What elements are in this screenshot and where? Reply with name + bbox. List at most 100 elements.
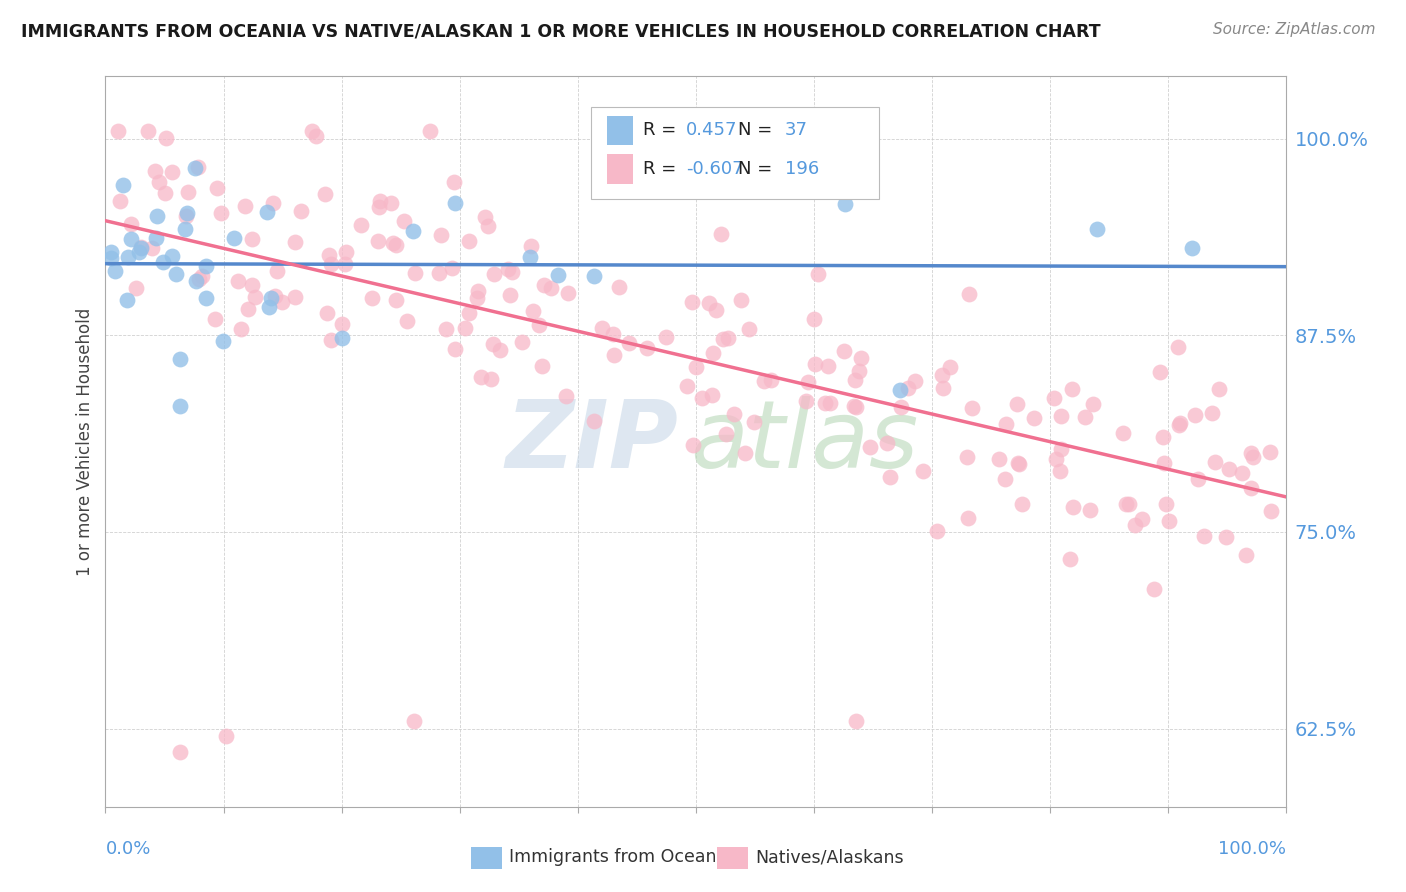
Point bbox=[240, 232, 263, 246]
Point bbox=[814, 395, 837, 409]
Y-axis label: 1 or more Vehicles in Household: 1 or more Vehicles in Household bbox=[76, 308, 94, 575]
Point bbox=[904, 374, 927, 388]
Point bbox=[129, 240, 152, 254]
Point bbox=[1260, 504, 1282, 518]
Point bbox=[457, 235, 479, 249]
Point bbox=[957, 511, 980, 525]
Text: Source: ZipAtlas.com: Source: ZipAtlas.com bbox=[1212, 22, 1375, 37]
Point bbox=[333, 257, 356, 271]
Point bbox=[233, 199, 256, 213]
Point bbox=[519, 239, 541, 253]
Point bbox=[682, 438, 704, 452]
Point bbox=[932, 381, 955, 395]
Point bbox=[402, 224, 425, 238]
Point bbox=[284, 235, 307, 250]
Point bbox=[129, 241, 152, 255]
Point bbox=[912, 464, 935, 478]
Point bbox=[931, 368, 953, 382]
Point bbox=[832, 343, 855, 358]
Point bbox=[335, 245, 357, 260]
Text: 0.0%: 0.0% bbox=[105, 840, 150, 858]
Point bbox=[141, 241, 163, 255]
Point bbox=[1112, 425, 1135, 440]
Point bbox=[361, 291, 384, 305]
Point bbox=[319, 333, 342, 347]
Point bbox=[465, 291, 488, 305]
Point bbox=[1167, 418, 1189, 433]
Text: N =: N = bbox=[738, 160, 772, 178]
Text: 37: 37 bbox=[785, 121, 807, 139]
Point bbox=[489, 343, 512, 358]
Text: Immigrants from Oceania: Immigrants from Oceania bbox=[509, 848, 733, 866]
Point bbox=[690, 391, 713, 405]
Point bbox=[160, 249, 183, 263]
Text: 100.0%: 100.0% bbox=[1219, 840, 1286, 858]
Point bbox=[1143, 582, 1166, 596]
Point bbox=[1087, 221, 1109, 235]
Point bbox=[1168, 416, 1191, 430]
Point bbox=[794, 393, 817, 408]
Point bbox=[602, 326, 624, 341]
Point bbox=[1241, 450, 1264, 465]
Point bbox=[817, 359, 839, 373]
Point bbox=[1074, 409, 1097, 424]
Point bbox=[145, 231, 167, 245]
Point bbox=[714, 427, 737, 442]
Point bbox=[350, 219, 373, 233]
Point bbox=[796, 375, 818, 389]
Point bbox=[319, 257, 342, 271]
Point bbox=[120, 231, 142, 245]
Point bbox=[169, 745, 191, 759]
Point bbox=[702, 346, 724, 360]
Point bbox=[583, 269, 606, 284]
Point bbox=[1234, 548, 1257, 562]
Point bbox=[385, 237, 408, 252]
Point bbox=[380, 196, 402, 211]
Point bbox=[209, 206, 232, 220]
Point bbox=[1208, 382, 1230, 396]
Point bbox=[617, 335, 640, 350]
Point bbox=[301, 124, 323, 138]
Point bbox=[479, 371, 502, 385]
Point bbox=[107, 124, 129, 138]
Point bbox=[1008, 457, 1031, 471]
Point bbox=[212, 334, 235, 349]
Point bbox=[153, 186, 176, 201]
Point bbox=[995, 417, 1018, 432]
Point bbox=[499, 287, 522, 301]
Point bbox=[510, 335, 533, 350]
Point bbox=[540, 281, 562, 295]
Point bbox=[1007, 397, 1029, 411]
Point bbox=[1232, 466, 1254, 480]
Point bbox=[226, 274, 249, 288]
Point bbox=[675, 379, 697, 393]
Point bbox=[240, 278, 263, 293]
Point bbox=[1159, 514, 1181, 528]
Point bbox=[284, 290, 307, 304]
Point bbox=[845, 401, 868, 415]
Point bbox=[165, 267, 187, 281]
Point bbox=[243, 290, 266, 304]
Point bbox=[1215, 530, 1237, 544]
Point bbox=[177, 186, 200, 200]
Point bbox=[697, 296, 720, 310]
Point bbox=[367, 234, 389, 248]
Point bbox=[112, 178, 135, 192]
Point bbox=[470, 370, 492, 384]
Point bbox=[848, 364, 870, 378]
Point bbox=[1152, 429, 1174, 443]
Point bbox=[994, 472, 1017, 486]
Point bbox=[957, 287, 980, 301]
Point bbox=[169, 351, 191, 366]
Point bbox=[396, 314, 419, 328]
Point bbox=[734, 445, 756, 459]
Text: N =: N = bbox=[738, 121, 772, 139]
Point bbox=[477, 219, 499, 233]
Point bbox=[256, 205, 278, 219]
Point bbox=[1045, 451, 1067, 466]
Point bbox=[844, 373, 866, 387]
Point bbox=[264, 289, 287, 303]
Point bbox=[710, 227, 733, 241]
Point bbox=[1050, 442, 1073, 456]
Point bbox=[229, 321, 252, 335]
